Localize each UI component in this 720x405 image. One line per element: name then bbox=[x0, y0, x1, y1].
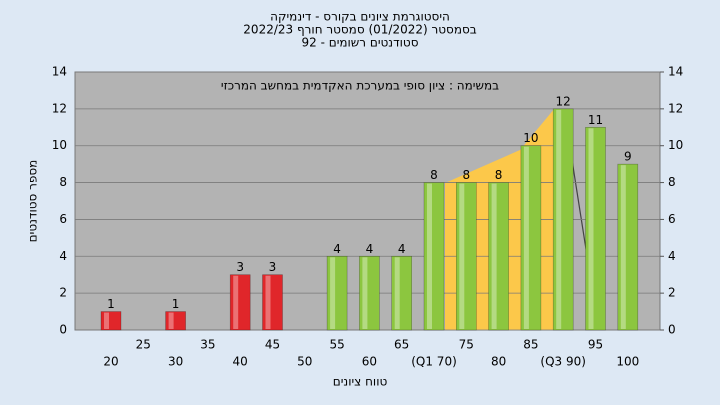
bar bbox=[391, 255, 413, 331]
x-tick-label: 80 bbox=[491, 355, 506, 369]
bar-highlight bbox=[394, 257, 400, 329]
y-tick-label: 2 bbox=[59, 286, 67, 300]
bar bbox=[552, 108, 574, 331]
bar bbox=[359, 255, 380, 331]
bar bbox=[100, 311, 122, 331]
data-label: 1 bbox=[172, 297, 180, 311]
y-tick-label: 14 bbox=[52, 65, 67, 79]
y2-tick-label: 14 bbox=[668, 65, 683, 79]
data-label: 1 bbox=[107, 297, 115, 311]
x-tick-label: 100 bbox=[616, 355, 639, 369]
x-tick-label: 95 bbox=[588, 338, 603, 352]
bar bbox=[229, 274, 251, 331]
data-label: 9 bbox=[624, 150, 632, 164]
bar-highlight bbox=[491, 183, 497, 329]
x-tick-label: 25 bbox=[136, 338, 151, 352]
bar-highlight bbox=[523, 146, 529, 329]
bar-highlight bbox=[362, 257, 368, 329]
data-label: 3 bbox=[236, 260, 244, 274]
x-tick-label: 75 bbox=[459, 338, 474, 352]
data-label: 8 bbox=[462, 168, 470, 182]
data-label: 11 bbox=[588, 113, 603, 127]
bar-highlight bbox=[330, 257, 336, 329]
bar-highlight bbox=[265, 275, 271, 329]
bar-highlight bbox=[168, 312, 174, 329]
bar bbox=[165, 311, 186, 331]
data-label: 8 bbox=[430, 168, 438, 182]
bar bbox=[520, 145, 542, 331]
y-axis-label: מספר סטודנטים bbox=[26, 160, 40, 243]
x-tick-label: 40 bbox=[233, 355, 248, 369]
y-tick-label: 12 bbox=[52, 101, 67, 115]
y-tick-label: 10 bbox=[52, 138, 67, 152]
y-tick-label: 6 bbox=[59, 212, 67, 226]
bar-highlight bbox=[427, 183, 432, 329]
x-tick-label: 55 bbox=[329, 338, 344, 352]
y-tick-label: 0 bbox=[59, 323, 67, 337]
chart-subtitle: סטודנטים רשומים - 92 bbox=[301, 36, 418, 50]
y2-tick-label: 10 bbox=[668, 138, 683, 152]
bar bbox=[326, 255, 348, 331]
bar bbox=[455, 182, 477, 331]
bar bbox=[423, 182, 445, 331]
data-label: 3 bbox=[269, 260, 277, 274]
y2-tick-label: 8 bbox=[668, 175, 676, 189]
data-label: 10 bbox=[523, 131, 538, 145]
data-label: 4 bbox=[366, 242, 374, 256]
bar-highlight bbox=[104, 312, 109, 329]
data-label: 4 bbox=[333, 242, 341, 256]
chart-title: היסטוגרמת ציונים בקורס - דינמיקה bbox=[270, 10, 450, 24]
annotation: במשימה : ציון סופי במערכת האקדמית במחשב … bbox=[221, 79, 499, 93]
y2-tick-label: 0 bbox=[668, 323, 676, 337]
bar bbox=[617, 163, 639, 331]
bar bbox=[585, 126, 606, 331]
x-tick-label: 30 bbox=[168, 355, 183, 369]
bar-highlight bbox=[459, 183, 465, 329]
data-label: 12 bbox=[556, 94, 571, 108]
x-tick-label: 65 bbox=[394, 338, 409, 352]
bar-highlight bbox=[588, 128, 594, 329]
x-axis-label: טווח ציונים bbox=[333, 375, 388, 389]
x-tick-label: 20 bbox=[103, 355, 118, 369]
chart-subtitle: בסמסטר (01/2022) סמסטר חורף 2022/23 bbox=[243, 23, 476, 37]
x-tick-label: 45 bbox=[265, 338, 280, 352]
data-label: 8 bbox=[495, 168, 503, 182]
bar bbox=[262, 274, 283, 331]
x-tick-label: (Q1 70) bbox=[411, 355, 457, 369]
y2-tick-label: 2 bbox=[668, 286, 676, 300]
y-tick-label: 8 bbox=[59, 175, 67, 189]
bar-highlight bbox=[620, 165, 626, 329]
bar bbox=[488, 182, 509, 331]
x-tick-label: 60 bbox=[362, 355, 377, 369]
y2-tick-label: 6 bbox=[668, 212, 676, 226]
y2-tick-label: 4 bbox=[668, 249, 676, 263]
bar-highlight bbox=[233, 275, 239, 329]
bar-highlight bbox=[556, 109, 562, 329]
data-label: 4 bbox=[398, 242, 406, 256]
x-tick-label: 50 bbox=[297, 355, 312, 369]
median-line bbox=[571, 159, 589, 263]
y-tick-label: 4 bbox=[59, 249, 67, 263]
x-tick-label: (Q3 90) bbox=[540, 355, 586, 369]
x-tick-label: 85 bbox=[523, 338, 538, 352]
y2-tick-label: 12 bbox=[668, 101, 683, 115]
x-tick-label: 35 bbox=[200, 338, 215, 352]
